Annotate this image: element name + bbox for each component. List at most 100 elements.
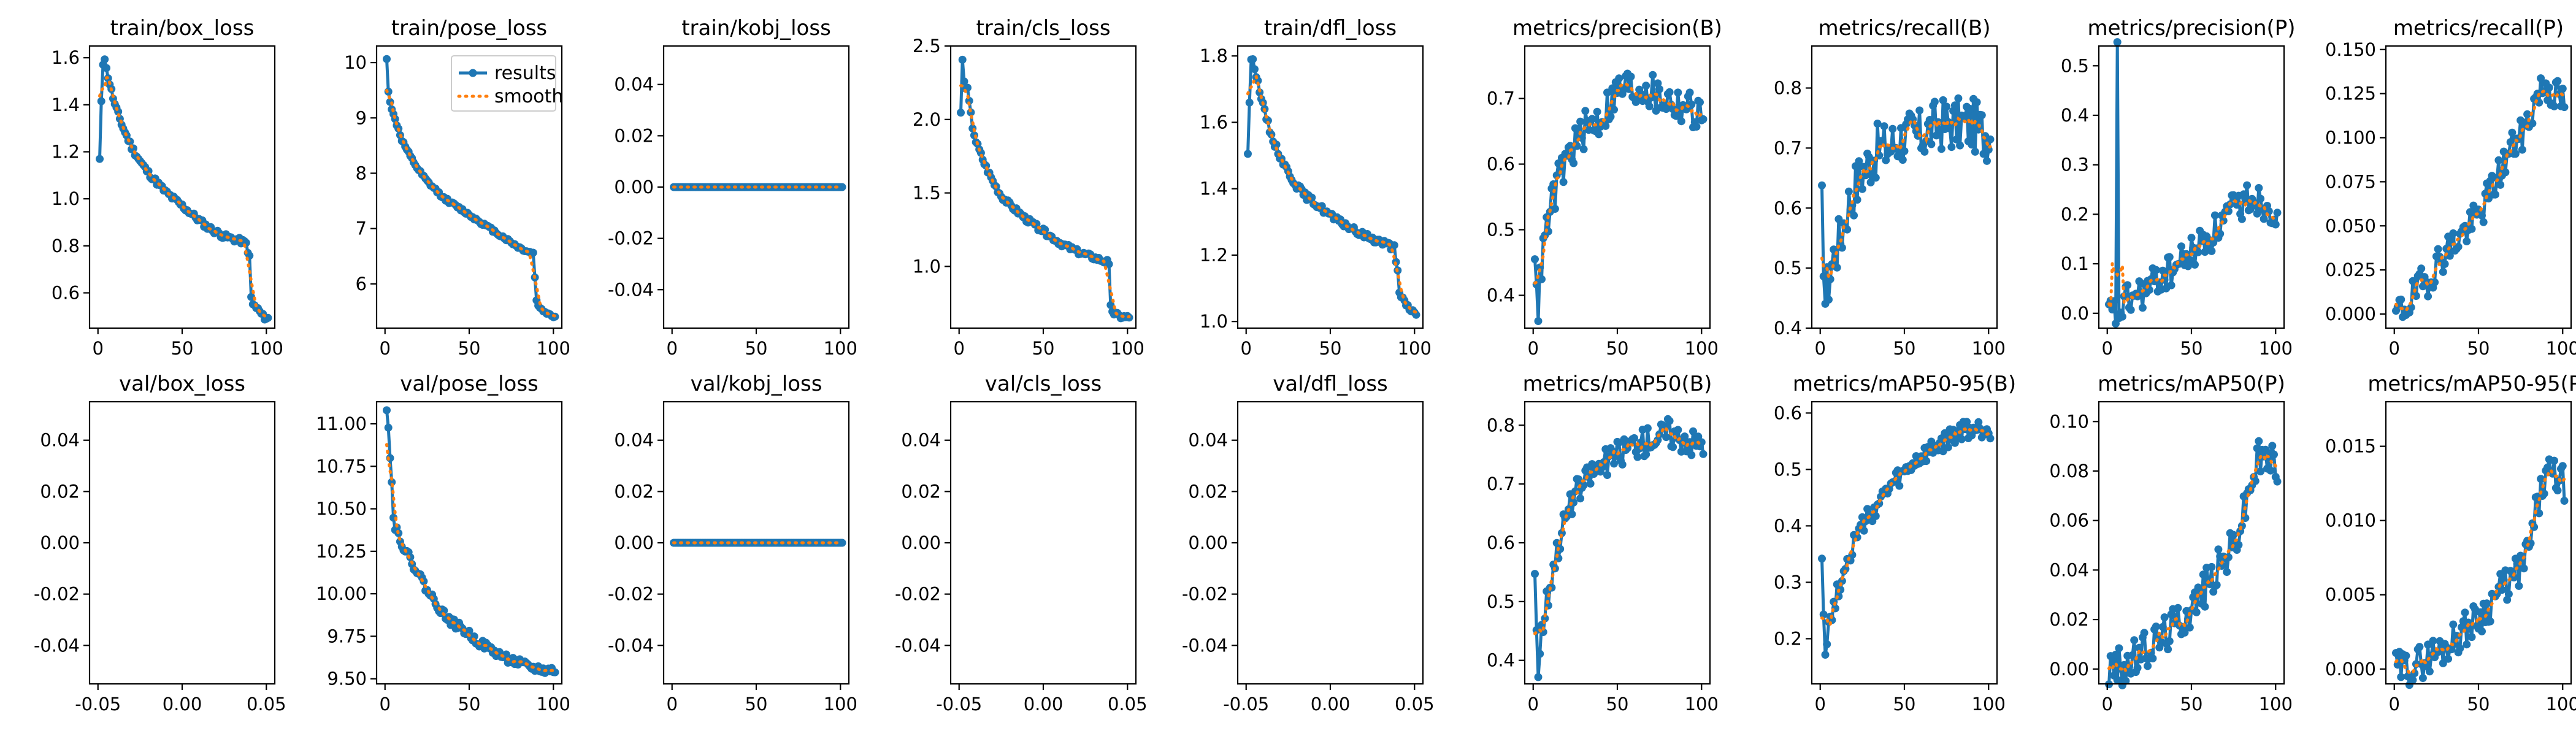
- y-tick-label: 0.04: [1188, 430, 1228, 451]
- results-point: [1531, 570, 1539, 578]
- y-tick-label: 0.3: [2061, 155, 2089, 175]
- x-tick-label: 0: [954, 338, 965, 359]
- smooth-line: [2107, 453, 2279, 674]
- results-point: [2456, 644, 2464, 653]
- results-point: [2207, 562, 2216, 571]
- results-point: [1871, 174, 1880, 182]
- results-point: [2255, 184, 2263, 192]
- y-tick-label: 0.3: [1774, 572, 1802, 592]
- x-tick-label: 0: [2102, 694, 2113, 715]
- x-tick-label: 0.05: [247, 694, 286, 715]
- results-point: [2407, 303, 2415, 312]
- legend-smooth-label: smooth: [494, 86, 563, 107]
- x-tick-label: 100: [2259, 338, 2293, 359]
- y-tick-label: 0.02: [1188, 481, 1228, 502]
- results-point: [965, 96, 973, 105]
- results-point: [1610, 459, 1618, 468]
- y-tick-label: -0.04: [1182, 635, 1228, 656]
- y-tick-label: 0.08: [2049, 461, 2089, 481]
- x-tick-label: 50: [458, 694, 481, 715]
- subplot-title: metrics/mAP50(B): [1523, 372, 1712, 396]
- results-point: [2180, 628, 2189, 637]
- results-point: [1579, 481, 1588, 489]
- x-tick-label: 0: [1528, 694, 1539, 715]
- results-point: [1956, 141, 1965, 150]
- results-point: [1952, 135, 1961, 144]
- results-point: [1699, 115, 1708, 123]
- y-tick-label: 1.2: [1200, 245, 1228, 266]
- results-point: [1534, 673, 1543, 681]
- results-point: [2113, 38, 2122, 47]
- subplot-metrics-map50-b-: metrics/mAP50(B) 0 50 100 0.4 0.5 0.6 0.7 0.8: [1487, 372, 1719, 715]
- results-point: [2467, 224, 2476, 233]
- results-point: [2545, 83, 2553, 92]
- y-tick-label: 0.125: [2325, 83, 2376, 104]
- x-tick-label: -0.05: [1223, 694, 1269, 715]
- results-point: [2115, 644, 2123, 653]
- y-tick-label: 1.6: [52, 47, 80, 68]
- results-point: [2185, 256, 2194, 264]
- results-point: [2431, 278, 2439, 286]
- results-point: [2212, 581, 2221, 589]
- results-point: [1866, 178, 1875, 186]
- results-point: [838, 539, 846, 547]
- results-point: [2118, 312, 2126, 321]
- subplot-title: train/box_loss: [110, 16, 255, 40]
- results-point: [2243, 181, 2252, 190]
- results-point: [1581, 107, 1590, 115]
- y-tick-label: 0.000: [2325, 659, 2376, 680]
- results-point: [2256, 467, 2265, 476]
- results-point: [1696, 98, 1704, 107]
- subplot-train-box-loss: train/box_loss 0 50 100 0.6 0.8 1.0 1.2 1.4 1.6: [52, 16, 283, 359]
- x-tick-label: 0: [2389, 338, 2400, 359]
- results-point: [1900, 147, 1909, 155]
- results-point: [1662, 433, 1671, 442]
- results-point: [1625, 85, 1633, 93]
- results-point: [2463, 640, 2471, 649]
- results-point: [1576, 494, 1585, 503]
- y-tick-label: 1.0: [913, 256, 941, 277]
- results-point: [1576, 117, 1585, 126]
- subplot-val-kobj-loss: val/kobj_loss 0 50 100 -0.04 -0.02 0.00 0.02 0.0…: [608, 372, 857, 715]
- results-point: [2144, 662, 2152, 670]
- results-point: [1853, 196, 1861, 204]
- results-point: [2255, 437, 2263, 445]
- y-tick-label: -0.04: [34, 635, 80, 656]
- y-tick-label: 0.150: [2325, 39, 2376, 60]
- y-tick-label: 0.6: [1487, 154, 1515, 175]
- subplot-metrics-map50-p-: metrics/mAP50(P) 0 50 100 0.00 0.02 0.04 0.06 0.…: [2049, 372, 2293, 715]
- results-point: [1986, 135, 1995, 144]
- y-tick-label: 0.8: [1774, 78, 1802, 99]
- y-tick-label: 0.04: [614, 74, 654, 95]
- results-point: [383, 55, 391, 63]
- results-point: [529, 248, 537, 257]
- results-point: [1974, 125, 1983, 134]
- results-point: [2550, 456, 2558, 465]
- results-point: [2558, 462, 2567, 470]
- x-tick-label: 100: [1685, 338, 1719, 359]
- results-point: [1032, 220, 1041, 228]
- results-point: [440, 607, 448, 615]
- y-tick-label: 0.00: [614, 532, 654, 553]
- y-tick-label: 0.4: [1774, 318, 1802, 339]
- results-point: [2123, 281, 2132, 289]
- results-point: [2483, 599, 2491, 608]
- results-point: [101, 55, 109, 64]
- y-tick-label: 0.00: [901, 532, 941, 553]
- smooth-line: [959, 84, 1131, 319]
- results-point: [1643, 424, 1652, 432]
- x-tick-label: 100: [2259, 694, 2293, 715]
- subplot-title: val/kobj_loss: [691, 372, 822, 396]
- smooth-line: [1820, 426, 1992, 627]
- y-tick-label: 0.025: [2325, 259, 2376, 280]
- results-point: [1819, 610, 1828, 619]
- results-point: [1939, 96, 1947, 104]
- x-tick-label: 50: [1893, 694, 1916, 715]
- results-point: [1244, 150, 1252, 158]
- results-line: [959, 58, 1130, 320]
- y-tick-label: -0.02: [34, 584, 80, 605]
- y-tick-label: 0.00: [40, 532, 80, 553]
- results-point: [1858, 185, 1866, 193]
- results-point: [1579, 145, 1588, 153]
- x-tick-label: 0: [1815, 694, 1826, 715]
